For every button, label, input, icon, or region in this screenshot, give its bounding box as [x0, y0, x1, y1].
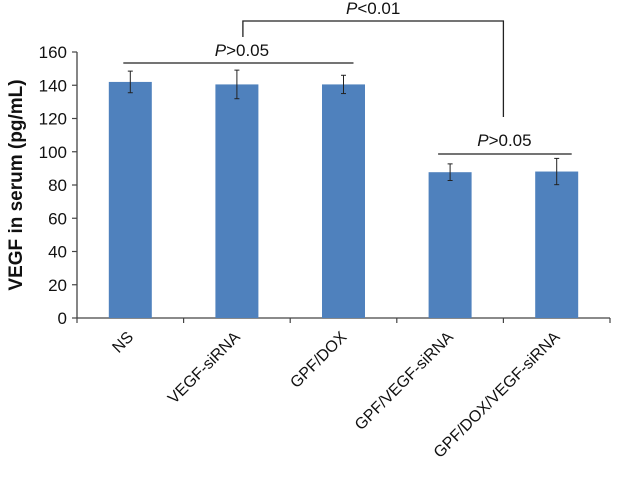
p-value-label: P>0.05	[477, 131, 531, 150]
x-tick-label: GPF/DOX	[287, 329, 350, 392]
p-symbol: P	[215, 41, 227, 60]
y-tick-label: 40	[48, 243, 67, 262]
y-tick-label: 20	[48, 276, 67, 295]
x-tick-label: GPF/DOX/VEGF-siRNA	[431, 329, 564, 462]
x-tick-label: NS	[109, 329, 137, 357]
p-value: <0.01	[357, 0, 400, 18]
y-tick-label: 120	[39, 110, 67, 129]
bar-gpf-dox-vegf-sirna	[535, 171, 579, 318]
bar-ns	[108, 81, 152, 318]
p-value: >0.05	[489, 131, 532, 150]
y-tick-label: 60	[48, 209, 67, 228]
y-tick-label: 140	[39, 76, 67, 95]
y-tick-label: 0	[58, 309, 67, 328]
p-value: >0.05	[226, 41, 269, 60]
x-tick-label: VEGF-siRNA	[165, 329, 244, 408]
bar-gpf-vegf-sirna	[428, 172, 472, 318]
significance-bracket	[242, 20, 505, 117]
p-value-label: P>0.05	[215, 41, 269, 60]
y-tick-label: 100	[39, 143, 67, 162]
y-tick-label: 80	[48, 176, 67, 195]
p-value-label: P<0.01	[346, 0, 400, 18]
p-symbol: P	[477, 131, 489, 150]
bar-vegf-sirna	[215, 84, 259, 318]
bar-gpf-dox	[322, 84, 365, 318]
y-tick-label: 160	[39, 43, 67, 62]
p-symbol: P	[346, 0, 358, 18]
x-tick-label: GPF/VEGF-siRNA	[352, 329, 457, 434]
y-axis-label: VEGF in serum (pg/mL)	[6, 79, 27, 290]
